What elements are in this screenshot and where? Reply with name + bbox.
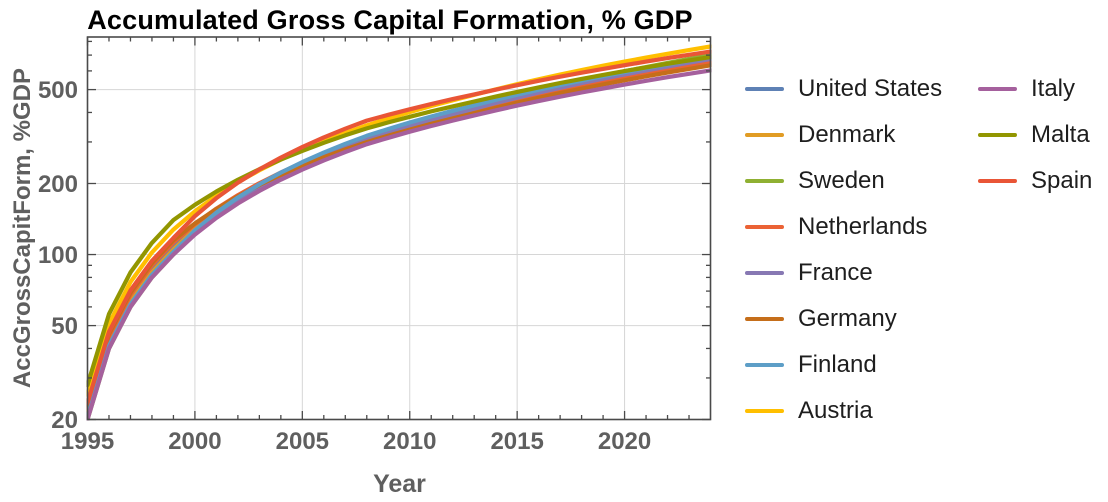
x-tick-label: 1995 xyxy=(61,428,114,455)
x-tick-label: 2015 xyxy=(490,428,543,455)
x-tick-label: 2005 xyxy=(276,428,329,455)
chart-title: Accumulated Gross Capital Formation, % G… xyxy=(87,5,693,35)
series-line-spain xyxy=(86,49,712,406)
y-tick-label: 100 xyxy=(38,242,78,269)
y-tick-label: 50 xyxy=(51,313,78,340)
y-axis-title: AccGrossCapitForm, %GDP xyxy=(0,37,46,420)
series-line-austria xyxy=(86,44,712,397)
series-lines xyxy=(86,44,712,421)
x-tick-label: 2020 xyxy=(598,428,651,455)
plot-frame xyxy=(86,36,712,421)
series-line-italy xyxy=(86,68,712,421)
y-tick-label: 500 xyxy=(38,77,78,104)
x-tick-label: 2000 xyxy=(168,428,221,455)
series-line-malta xyxy=(86,54,712,388)
x-tick-label: 2010 xyxy=(383,428,436,455)
axis-ticks xyxy=(86,37,711,421)
y-axis-title-text: AccGrossCapitForm, %GDP xyxy=(9,68,36,389)
y-tick-label: 20 xyxy=(51,407,78,434)
y-tick-label: 200 xyxy=(38,171,78,198)
x-axis-title: Year xyxy=(373,470,426,498)
